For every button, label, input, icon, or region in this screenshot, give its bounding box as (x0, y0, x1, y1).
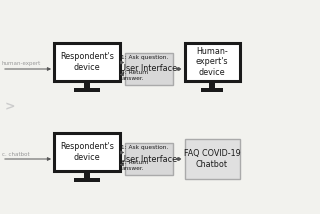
Text: c. chatbot: c. chatbot (2, 152, 30, 156)
Text: User Interface: User Interface (120, 155, 177, 163)
Polygon shape (74, 178, 100, 181)
Text: >: > (5, 101, 15, 113)
Text: 1: Ask question.: 1: Ask question. (122, 55, 169, 61)
Text: User Interface: User Interface (120, 64, 177, 73)
Text: 4: Return
answer.: 4: Return answer. (122, 70, 148, 81)
Text: Human-
expert's
device: Human- expert's device (196, 47, 228, 77)
Text: Respondent's
device: Respondent's device (60, 52, 114, 71)
Text: 2: Return
answer.: 2: Return answer. (122, 160, 148, 171)
FancyBboxPatch shape (185, 43, 239, 81)
FancyBboxPatch shape (54, 43, 119, 81)
Polygon shape (201, 88, 223, 92)
Text: 1: Ask question.: 1: Ask question. (122, 146, 169, 150)
Polygon shape (84, 81, 90, 88)
Polygon shape (84, 171, 90, 178)
Polygon shape (209, 81, 215, 88)
Text: Respondent's
device: Respondent's device (60, 142, 114, 162)
Text: human-expert: human-expert (2, 61, 41, 67)
FancyBboxPatch shape (124, 143, 172, 175)
Text: FAQ COVID-19
Chatbot: FAQ COVID-19 Chatbot (184, 149, 240, 169)
FancyBboxPatch shape (185, 139, 239, 179)
FancyBboxPatch shape (124, 53, 172, 85)
FancyBboxPatch shape (54, 133, 119, 171)
Polygon shape (74, 88, 100, 92)
